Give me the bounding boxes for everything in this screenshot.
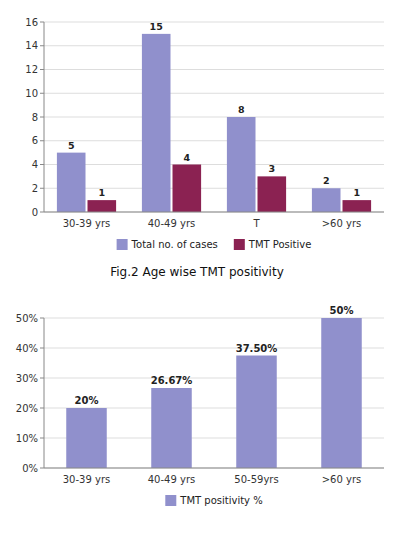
- title: Fig.2 Age wise TMT positivity: [110, 265, 284, 279]
- tick-label: 10: [25, 88, 38, 99]
- bar: [258, 176, 287, 212]
- category-label: >60 yrs: [322, 218, 362, 229]
- category-label: 40-49 yrs: [148, 218, 195, 229]
- grid-line: [44, 22, 384, 23]
- tick-label: 2: [32, 183, 38, 194]
- tick-mark: [40, 93, 44, 94]
- bars: [66, 318, 362, 468]
- tick-label: 50%: [16, 313, 38, 324]
- data-label: 4: [183, 152, 190, 163]
- tick-mark: [40, 45, 44, 46]
- legend-swatch: [117, 239, 128, 250]
- category-label: 30-39 yrs: [63, 218, 110, 229]
- tick-mark: [40, 318, 44, 319]
- tick-label: 16: [25, 17, 38, 28]
- tick-mark: [40, 140, 44, 141]
- bar: [343, 200, 372, 212]
- tick-label: 4: [32, 159, 38, 170]
- tick-label: 0: [32, 207, 38, 218]
- tick-mark: [40, 378, 44, 379]
- bar: [236, 356, 277, 469]
- legend-entry: TMT Positive: [248, 239, 312, 250]
- bar: [312, 188, 341, 212]
- tick-mark: [40, 438, 44, 439]
- grid-line: [44, 164, 384, 165]
- category-label: 50-59yrs: [234, 474, 278, 485]
- bars: [57, 34, 371, 212]
- data-labels: 20% 26.67% 37.50% 50%: [75, 305, 354, 406]
- data-label: 3: [268, 163, 275, 174]
- tick-label: 8: [32, 112, 38, 123]
- grid-line: [44, 93, 384, 94]
- data-label: 20%: [75, 395, 99, 406]
- data-label: 1: [98, 187, 105, 198]
- x-axis: [44, 212, 384, 213]
- chart: 0% 10% 20% 30% 40% 50% 20% 26.67% 37.50% 50% 30-39…: [16, 305, 384, 506]
- chart: 024681012141651582143130-39 yrs40-49 yrs…: [25, 17, 384, 280]
- data-labels: 5 15 8 2 1 4 3 1: [68, 21, 360, 198]
- category-label: T: [252, 218, 260, 229]
- bar: [57, 153, 86, 212]
- grid-line: [44, 468, 384, 469]
- bar: [151, 388, 192, 468]
- grid-line: [44, 212, 384, 213]
- y-axis: [44, 318, 45, 468]
- data-label: 15: [150, 21, 163, 32]
- data-label: 2: [323, 175, 330, 186]
- data-label: 1: [353, 187, 360, 198]
- data-label: 50%: [330, 305, 354, 316]
- tick-mark: [40, 69, 44, 70]
- legend-entry: Total no. of cases: [131, 239, 218, 250]
- figure: 024681012141651582143130-39 yrs40-49 yrs…: [0, 0, 394, 547]
- legend-swatch: [234, 239, 245, 250]
- grid-line: [44, 45, 384, 46]
- tick-label: 30%: [16, 373, 38, 384]
- data-label: 5: [68, 140, 75, 151]
- tick-mark: [40, 117, 44, 118]
- bar: [227, 117, 256, 212]
- grid-line: [44, 69, 384, 70]
- data-label: 26.67%: [151, 375, 193, 386]
- tick-label: 40%: [16, 343, 38, 354]
- tick-label: 10%: [16, 433, 38, 444]
- grid-line: [44, 140, 384, 141]
- tick-label: 20%: [16, 403, 38, 414]
- bar: [142, 34, 171, 212]
- tick-mark: [40, 468, 44, 469]
- bar: [321, 318, 362, 468]
- legend-swatch: [165, 495, 176, 506]
- tick-mark: [40, 348, 44, 349]
- tick-mark: [40, 212, 44, 213]
- category-label: 30-39 yrs: [63, 474, 110, 485]
- legend-entry: TMT positivity %: [179, 495, 262, 506]
- legend: Total no. of cases TMT Positive: [117, 239, 312, 250]
- tick-mark: [40, 408, 44, 409]
- tick-mark: [40, 164, 44, 165]
- category-label: >60 yrs: [322, 474, 362, 485]
- grid-line: [44, 117, 384, 118]
- data-label: 37.50%: [236, 343, 278, 354]
- tick-label: 12: [25, 64, 38, 75]
- tick-mark: [40, 188, 44, 189]
- y-axis: [44, 22, 45, 212]
- tick-mark: [40, 22, 44, 23]
- bar: [173, 165, 202, 213]
- bar: [66, 408, 107, 468]
- data-label: 8: [238, 104, 245, 115]
- tick-label: 0%: [22, 463, 38, 474]
- tick-label: 14: [25, 40, 38, 51]
- legend: TMT positivity %: [165, 495, 262, 506]
- tick-label: 6: [32, 135, 38, 146]
- x-axis: [44, 468, 384, 469]
- bar: [88, 200, 117, 212]
- category-label: 40-49 yrs: [148, 474, 195, 485]
